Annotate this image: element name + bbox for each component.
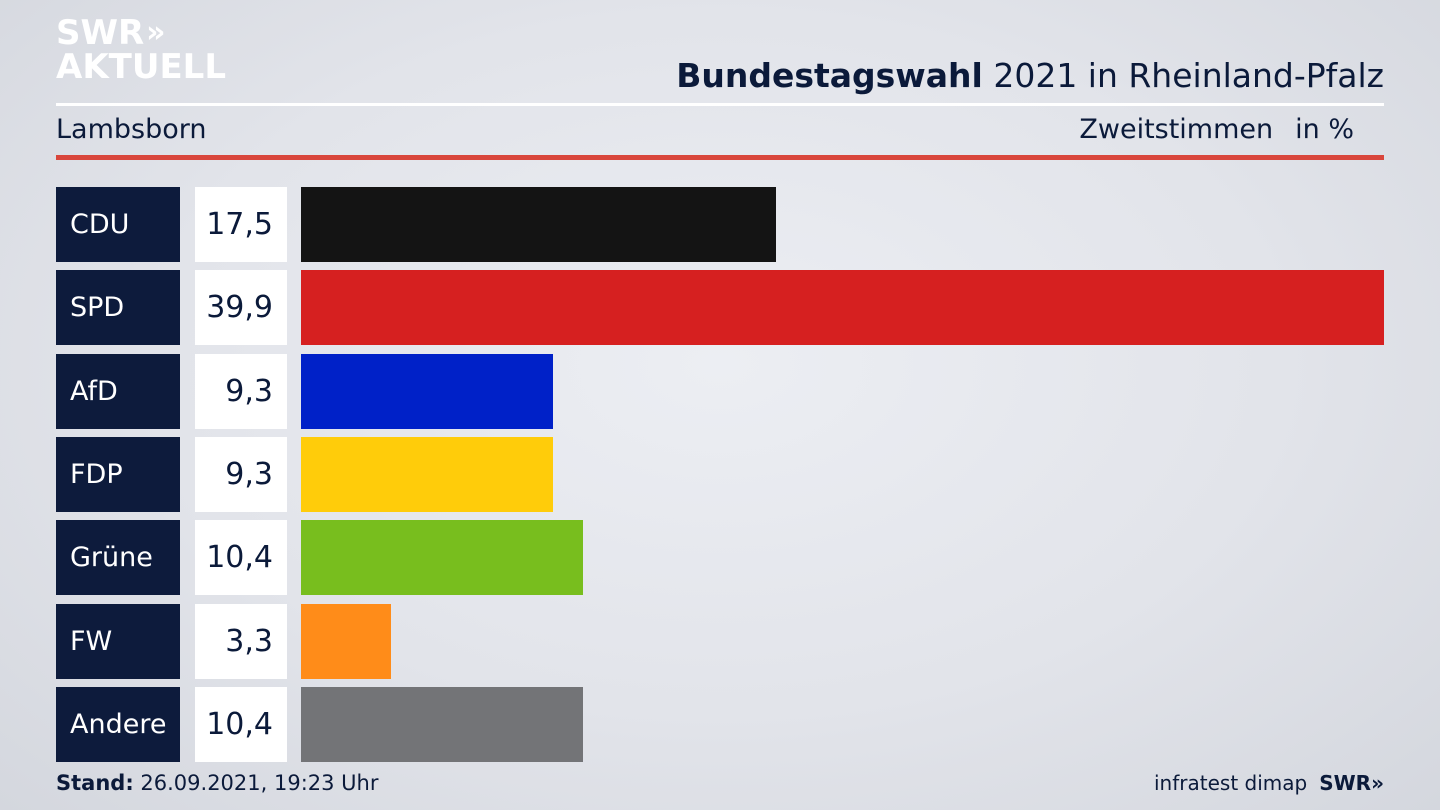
logo-line1: SWR bbox=[56, 13, 145, 53]
timestamp: Stand: 26.09.2021, 19:23 Uhr bbox=[56, 771, 379, 795]
footer-swr-logo: SWR» bbox=[1319, 771, 1384, 795]
bar bbox=[301, 687, 583, 762]
value-label: 9,3 bbox=[195, 437, 287, 512]
value-label: 3,3 bbox=[195, 604, 287, 679]
bar-row: FDP 9,3 bbox=[56, 437, 1384, 512]
bar bbox=[301, 520, 583, 595]
category-label: FW bbox=[56, 604, 180, 679]
header-divider bbox=[56, 103, 1384, 106]
value-label: 9,3 bbox=[195, 354, 287, 429]
bar-row: AfD 9,3 bbox=[56, 354, 1384, 429]
value-label: 39,9 bbox=[195, 270, 287, 345]
category-label: SPD bbox=[56, 270, 180, 345]
swr-aktuell-logo: SWR » AKTUELL bbox=[56, 13, 227, 87]
logo-line2: AKTUELL bbox=[56, 47, 227, 87]
measure-name: Zweitstimmen bbox=[1079, 114, 1274, 145]
stand-label: Stand: bbox=[56, 771, 134, 795]
category-label: Grüne bbox=[56, 520, 180, 595]
footer-source: infratest dimap SWR» bbox=[1154, 771, 1384, 795]
chart-title-rest: 2021 in Rheinland-Pfalz bbox=[982, 56, 1384, 95]
measure-label: Zweitstimmen in % bbox=[1079, 114, 1354, 145]
bar bbox=[301, 604, 391, 679]
category-label: CDU bbox=[56, 187, 180, 262]
source-label: infratest dimap bbox=[1154, 771, 1308, 795]
subtitle-divider bbox=[56, 155, 1384, 160]
category-label: FDP bbox=[56, 437, 180, 512]
bar bbox=[301, 437, 553, 512]
bar bbox=[301, 354, 553, 429]
value-label: 10,4 bbox=[195, 520, 287, 595]
logo-chevrons-icon: » bbox=[146, 15, 166, 50]
bar-row: CDU 17,5 bbox=[56, 187, 1384, 262]
stand-value: 26.09.2021, 19:23 Uhr bbox=[133, 771, 379, 795]
bar-row: SPD 39,9 bbox=[56, 270, 1384, 345]
value-label: 10,4 bbox=[195, 687, 287, 762]
bar bbox=[301, 270, 1384, 345]
category-label: AfD bbox=[56, 354, 180, 429]
location-label: Lambsborn bbox=[56, 114, 207, 145]
chart-title-bold: Bundestagswahl bbox=[676, 56, 983, 95]
bar-row: Andere 10,4 bbox=[56, 687, 1384, 762]
bar-row: Grüne 10,4 bbox=[56, 520, 1384, 595]
bar-row: FW 3,3 bbox=[56, 604, 1384, 679]
category-label: Andere bbox=[56, 687, 180, 762]
chart-title: Bundestagswahl 2021 in Rheinland-Pfalz bbox=[676, 56, 1384, 95]
unit-label: in % bbox=[1295, 114, 1354, 145]
bar bbox=[301, 187, 776, 262]
value-label: 17,5 bbox=[195, 187, 287, 262]
